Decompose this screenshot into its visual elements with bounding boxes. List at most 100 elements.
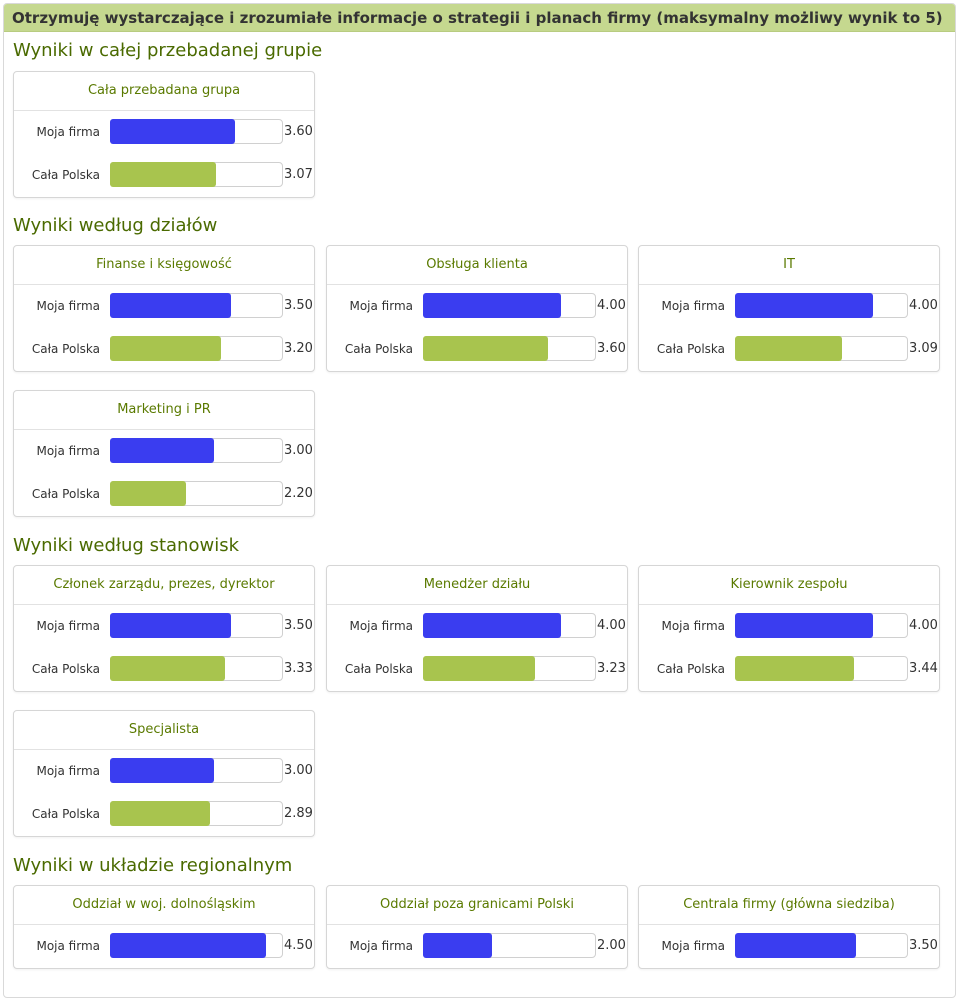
bar-track (110, 438, 283, 463)
series-label: Moja firma (36, 444, 100, 458)
series-label: Cała Polska (656, 342, 725, 356)
bar-track (110, 336, 283, 361)
group-title: Członek zarządu, prezes, dyrektor (14, 566, 314, 605)
bar-row: Cała Polska 3.23 (327, 648, 627, 691)
bar-value: 4.00 (909, 298, 938, 313)
group-title: Centrala firmy (główna siedziba) (639, 886, 939, 925)
series-label: Moja firma (661, 619, 725, 633)
bar-moja-firma (735, 933, 856, 958)
group-card: Członek zarządu, prezes, dyrektor Moja fi… (13, 565, 315, 692)
bar-cala-polska (110, 162, 216, 187)
bar-value: 2.00 (597, 938, 626, 953)
bar-value: 3.00 (284, 443, 313, 458)
bar-row: Cała Polska 3.20 (14, 328, 314, 371)
bar-moja-firma (735, 613, 873, 638)
group-title: Specjalista (14, 711, 314, 750)
bar-track (423, 336, 596, 361)
bar-value: 4.00 (909, 618, 938, 633)
bar-moja-firma (735, 293, 873, 318)
bar-value: 3.50 (284, 298, 313, 313)
bar-row: Moja firma 4.00 (327, 605, 627, 648)
group-card: Obsługa klienta Moja firma 4.00 Cała Polska… (326, 245, 628, 372)
series-label: Moja firma (36, 299, 100, 313)
bar-row: Moja firma 4.50 (14, 925, 314, 968)
section-title: Wyniki według stanowisk (13, 535, 239, 556)
bar-cala-polska (110, 801, 210, 826)
bar-value: 4.00 (597, 618, 626, 633)
group-card: Menedżer działu Moja firma 4.00 Cała Polska… (326, 565, 628, 692)
bar-track (110, 933, 283, 958)
series-label: Moja firma (36, 125, 100, 139)
bar-row: Moja firma 4.00 (639, 285, 939, 328)
bar-value: 4.00 (597, 298, 626, 313)
group-title: Oddział poza granicami Polski (327, 886, 627, 925)
bar-value: 3.50 (284, 618, 313, 633)
bar-track (110, 758, 283, 783)
bar-track (423, 613, 596, 638)
bar-moja-firma (110, 119, 235, 144)
bar-moja-firma (110, 293, 231, 318)
bar-value: 3.33 (284, 661, 313, 676)
group-title: IT (639, 246, 939, 285)
bar-moja-firma (110, 613, 231, 638)
bar-value: 3.07 (284, 167, 313, 182)
series-label: Cała Polska (344, 342, 413, 356)
group-title: Cała przebadana grupa (14, 72, 314, 111)
group-card: Finanse i księgowość Moja firma 3.50 Cała P… (13, 245, 315, 372)
group-card: IT Moja firma 4.00 Cała Polska 3.09 (638, 245, 940, 372)
bar-row: Cała Polska 3.33 (14, 648, 314, 691)
group-card: Centrala firmy (główna siedziba) Moja fir… (638, 885, 940, 969)
series-label: Cała Polska (31, 807, 100, 821)
bar-track (110, 656, 283, 681)
bar-value: 3.00 (284, 763, 313, 778)
series-label: Moja firma (349, 939, 413, 953)
bar-moja-firma (110, 438, 214, 463)
bar-cala-polska (110, 656, 225, 681)
group-card: Kierownik zespołu Moja firma 4.00 Cała Pols… (638, 565, 940, 692)
bar-track (110, 293, 283, 318)
series-label: Cała Polska (31, 662, 100, 676)
section-title: Wyniki w całej przebadanej grupie (13, 40, 323, 61)
bar-cala-polska (423, 336, 548, 361)
bar-cala-polska (423, 656, 535, 681)
bar-cala-polska (735, 336, 842, 361)
bar-value: 4.50 (284, 938, 313, 953)
bar-value: 2.20 (284, 486, 313, 501)
bar-moja-firma (423, 293, 561, 318)
bar-cala-polska (735, 656, 854, 681)
series-label: Cała Polska (31, 487, 100, 501)
bar-row: Cała Polska 3.07 (14, 154, 314, 197)
bar-moja-firma (110, 933, 266, 958)
bar-value: 3.60 (597, 341, 626, 356)
bar-cala-polska (110, 336, 221, 361)
group-title: Kierownik zespołu (639, 566, 939, 605)
series-label: Moja firma (36, 939, 100, 953)
bar-track (735, 293, 908, 318)
section-title: Wyniki w układzie regionalnym (13, 855, 293, 876)
bar-cala-polska (110, 481, 186, 506)
bar-value: 2.89 (284, 806, 313, 821)
series-label: Cała Polska (31, 342, 100, 356)
bar-track (423, 656, 596, 681)
bar-track (110, 119, 283, 144)
group-title: Finanse i księgowość (14, 246, 314, 285)
group-card: Cała przebadana grupa Moja firma 3.60 Cała … (13, 71, 315, 198)
bar-track (735, 613, 908, 638)
bar-value: 3.50 (909, 938, 938, 953)
group-title: Menedżer działu (327, 566, 627, 605)
bar-value: 3.44 (909, 661, 938, 676)
bar-row: Cała Polska 3.44 (639, 648, 939, 691)
bar-row: Cała Polska 2.20 (14, 473, 314, 516)
group-title: Marketing i PR (14, 391, 314, 430)
bar-track (110, 801, 283, 826)
series-label: Moja firma (349, 299, 413, 313)
series-label: Moja firma (349, 619, 413, 633)
bar-value: 3.60 (284, 124, 313, 139)
series-label: Cała Polska (344, 662, 413, 676)
series-label: Cała Polska (31, 168, 100, 182)
bar-track (423, 933, 596, 958)
group-card: Specjalista Moja firma 3.00 Cała Polska 2.89 (13, 710, 315, 837)
group-card: Oddział w woj. dolnośląskim Moja firma 4.5… (13, 885, 315, 969)
group-title: Obsługa klienta (327, 246, 627, 285)
bar-track (110, 162, 283, 187)
